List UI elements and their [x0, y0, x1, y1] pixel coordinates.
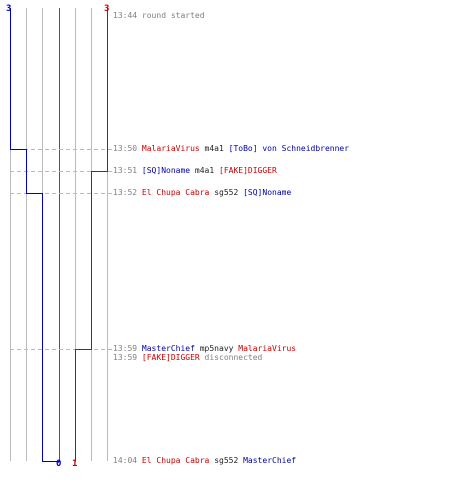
event-time: 13:59: [113, 344, 138, 353]
event-log-line: 13:51 [SQ]Noname m4a1 [FAKE]DIGGER: [113, 166, 277, 176]
event-log-line: 13:59 [FAKE]DIGGER disconnected: [113, 353, 262, 363]
weapon-name: m4a1: [204, 144, 224, 153]
weapon-name: mp5navy: [199, 344, 234, 353]
event-time: 13:50: [113, 144, 138, 153]
victim-name: MalariaVirus: [238, 344, 297, 353]
event-time: 14:04: [113, 456, 138, 465]
blue-team-end-score: 0: [56, 459, 62, 469]
event-time: 13:51: [113, 166, 138, 175]
event-log-line: 14:04 El Chupa Cabra sg552 MasterChief: [113, 456, 296, 466]
killer-name: El Chupa Cabra: [141, 456, 210, 465]
event-log-line: 13:50 MalariaVirus m4a1 [ToBo] von Schne…: [113, 144, 349, 154]
killer-name: MasterChief: [141, 344, 195, 353]
victim-name: [FAKE]DIGGER: [219, 166, 277, 175]
event-time: 13:44: [113, 11, 138, 20]
red-team-score-line: [75, 8, 108, 462]
event-log-line: 13:52 El Chupa Cabra sg552 [SQ]Noname: [113, 188, 291, 198]
event-time: 13:52: [113, 188, 138, 197]
victim-name: MasterChief: [243, 456, 297, 465]
weapon-name: sg552: [214, 456, 239, 465]
event-log-line: 13:59 MasterChief mp5navy MalariaVirus: [113, 344, 296, 354]
blue-team-start-score: 3: [6, 4, 12, 14]
killer-name: El Chupa Cabra: [141, 188, 210, 197]
event-log-line: 13:44 round started: [113, 11, 205, 21]
event-text: round started: [141, 11, 205, 20]
weapon-name: sg552: [214, 188, 239, 197]
blue-team-score-line: [10, 8, 60, 462]
event-time: 13:59: [113, 353, 138, 362]
victim-name: [SQ]Noname: [243, 188, 292, 197]
grid-lines: [10, 8, 108, 461]
event-text: disconnected: [204, 353, 263, 362]
red-team-end-score: 1: [72, 459, 78, 469]
killer-name: MalariaVirus: [141, 144, 200, 153]
event-guides: [10, 149, 112, 350]
player-name: [FAKE]DIGGER: [141, 353, 200, 362]
red-team-start-score: 3: [104, 4, 110, 14]
victim-name: [ToBo] von Schneidbrenner: [228, 144, 350, 153]
killer-name: [SQ]Noname: [141, 166, 191, 175]
weapon-name: m4a1: [194, 166, 215, 175]
